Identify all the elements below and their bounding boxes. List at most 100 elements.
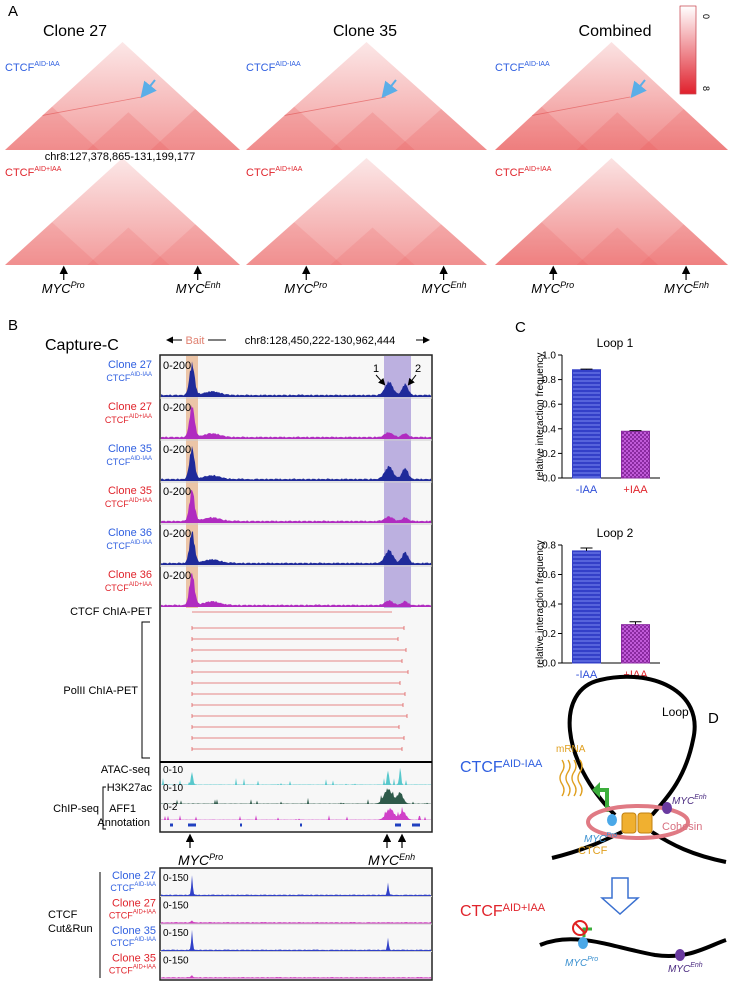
track-range: 0-150 xyxy=(163,873,189,884)
ctcf-protein xyxy=(621,812,637,834)
condition-label: CTCFAID+IAA xyxy=(495,166,552,179)
condition-label: CTCFAID+IAA xyxy=(460,902,546,920)
chiapet-link xyxy=(191,714,408,718)
heatmap xyxy=(495,42,728,150)
cohesin-label: Cohesin xyxy=(662,821,702,833)
label-base: CTCF xyxy=(106,457,130,467)
label-base: MYC xyxy=(668,964,691,975)
heatmap xyxy=(246,42,487,150)
label-base: MYC xyxy=(284,281,314,296)
column-title: Combined xyxy=(579,23,652,40)
label-base: MYC xyxy=(42,281,72,296)
y-tick-label: 0.4 xyxy=(542,600,556,611)
loop-label: Loop xyxy=(662,705,689,719)
panel-label: D xyxy=(708,710,719,727)
label-sup: AID-IAA xyxy=(134,937,156,943)
track-label: PolII ChIA-PET xyxy=(63,685,138,697)
track-label: Clone 27 xyxy=(108,401,152,413)
panel-title: Capture-C xyxy=(45,337,119,354)
label-bg xyxy=(182,332,208,346)
ctcf-protein xyxy=(637,812,653,834)
region-label: chr8:128,450,222-130,962,444 xyxy=(245,335,395,347)
domain xyxy=(576,227,659,265)
label-sup: Enh xyxy=(399,852,415,862)
label-base: CTCF xyxy=(106,373,130,383)
label-sup: AID+IAA xyxy=(129,498,152,504)
label-sup: AID-IAA xyxy=(275,61,301,68)
column-title: Clone 35 xyxy=(333,23,397,40)
track-label: CTCFAID-IAA xyxy=(106,540,152,551)
chiapet-link xyxy=(191,670,409,674)
mrna xyxy=(559,759,565,797)
domain xyxy=(246,222,343,265)
gene-label: MYCEnh xyxy=(672,794,707,807)
gene-label: MYCEnh xyxy=(422,280,467,296)
track-label: CTCFAID+IAA xyxy=(109,910,156,921)
gene-label: MYCPro xyxy=(178,852,223,868)
track-label: Clone 35 xyxy=(112,925,156,937)
y-axis-label: relative interaction frequency xyxy=(535,540,546,668)
label-base: CTCF xyxy=(105,415,129,425)
y-tick-label: 0.2 xyxy=(542,449,556,460)
track xyxy=(161,361,431,397)
chiapet-link xyxy=(191,659,403,663)
chiapet-link xyxy=(191,692,406,696)
track-label: Cut&Run xyxy=(48,923,93,935)
condition-label: CTCFAID-IAA xyxy=(495,61,550,74)
label-base: CTCF xyxy=(5,167,35,179)
track-range: 0-2 xyxy=(163,802,178,813)
track-range: 0-150 xyxy=(163,901,189,912)
domain xyxy=(246,106,343,150)
track-label: AFF1 xyxy=(109,803,136,815)
label-base: CTCF xyxy=(105,583,129,593)
label-sup: Enh xyxy=(694,794,707,801)
label-sup: AID+IAA xyxy=(34,166,61,173)
label-base: MYC xyxy=(368,852,400,868)
track-range: 0-200 xyxy=(163,528,191,540)
track-label: CTCFAID-IAA xyxy=(110,937,156,948)
color-scale xyxy=(679,5,697,95)
myc-enh xyxy=(675,949,685,961)
track-label: Clone 27 xyxy=(112,898,156,910)
heatmap xyxy=(5,42,240,150)
track-label: CTCF xyxy=(48,909,78,921)
track xyxy=(161,788,431,804)
track xyxy=(161,405,431,439)
domain xyxy=(330,112,415,150)
label-base: MYC xyxy=(531,281,561,296)
track xyxy=(161,531,431,565)
gene-label: MYCEnh xyxy=(176,280,221,296)
label-sup: Pro xyxy=(313,280,327,290)
label-bg xyxy=(226,332,416,346)
loop-label: 2 xyxy=(415,363,421,375)
y-axis-label: relative interaction frequency xyxy=(535,353,546,481)
label-sup: Pro xyxy=(209,852,223,862)
label-base: MYC xyxy=(664,281,694,296)
error-bar xyxy=(629,430,642,432)
label-sup: AID-IAA xyxy=(34,61,60,68)
domain xyxy=(495,222,589,265)
y-tick-label: 0.8 xyxy=(542,541,556,552)
domain xyxy=(330,227,415,265)
y-tick-label: 0.4 xyxy=(542,424,556,435)
blue-arrow xyxy=(140,79,157,99)
label-sup: AID-IAA xyxy=(130,372,152,378)
track-range: 0-200 xyxy=(163,444,191,456)
blue-arrow xyxy=(381,79,398,99)
gene-label: MYCPro xyxy=(565,956,598,969)
track-range: 0-10 xyxy=(163,765,183,776)
track-label: ChIP-seq xyxy=(53,803,99,815)
label-sup: AID+IAA xyxy=(503,902,546,914)
heatmap xyxy=(5,158,240,265)
no-sign xyxy=(572,920,588,936)
loop-arrow xyxy=(407,374,417,386)
chiapet-link xyxy=(191,747,403,751)
blue-arrow xyxy=(630,79,647,99)
gene-label: MYCEnh xyxy=(368,852,415,868)
label-sup: Pro xyxy=(560,280,574,290)
loop-label: 1 xyxy=(373,363,379,375)
y-tick-label: 0.6 xyxy=(542,400,556,411)
label-sup: AID+IAA xyxy=(524,166,551,173)
myc-enh xyxy=(662,802,672,814)
